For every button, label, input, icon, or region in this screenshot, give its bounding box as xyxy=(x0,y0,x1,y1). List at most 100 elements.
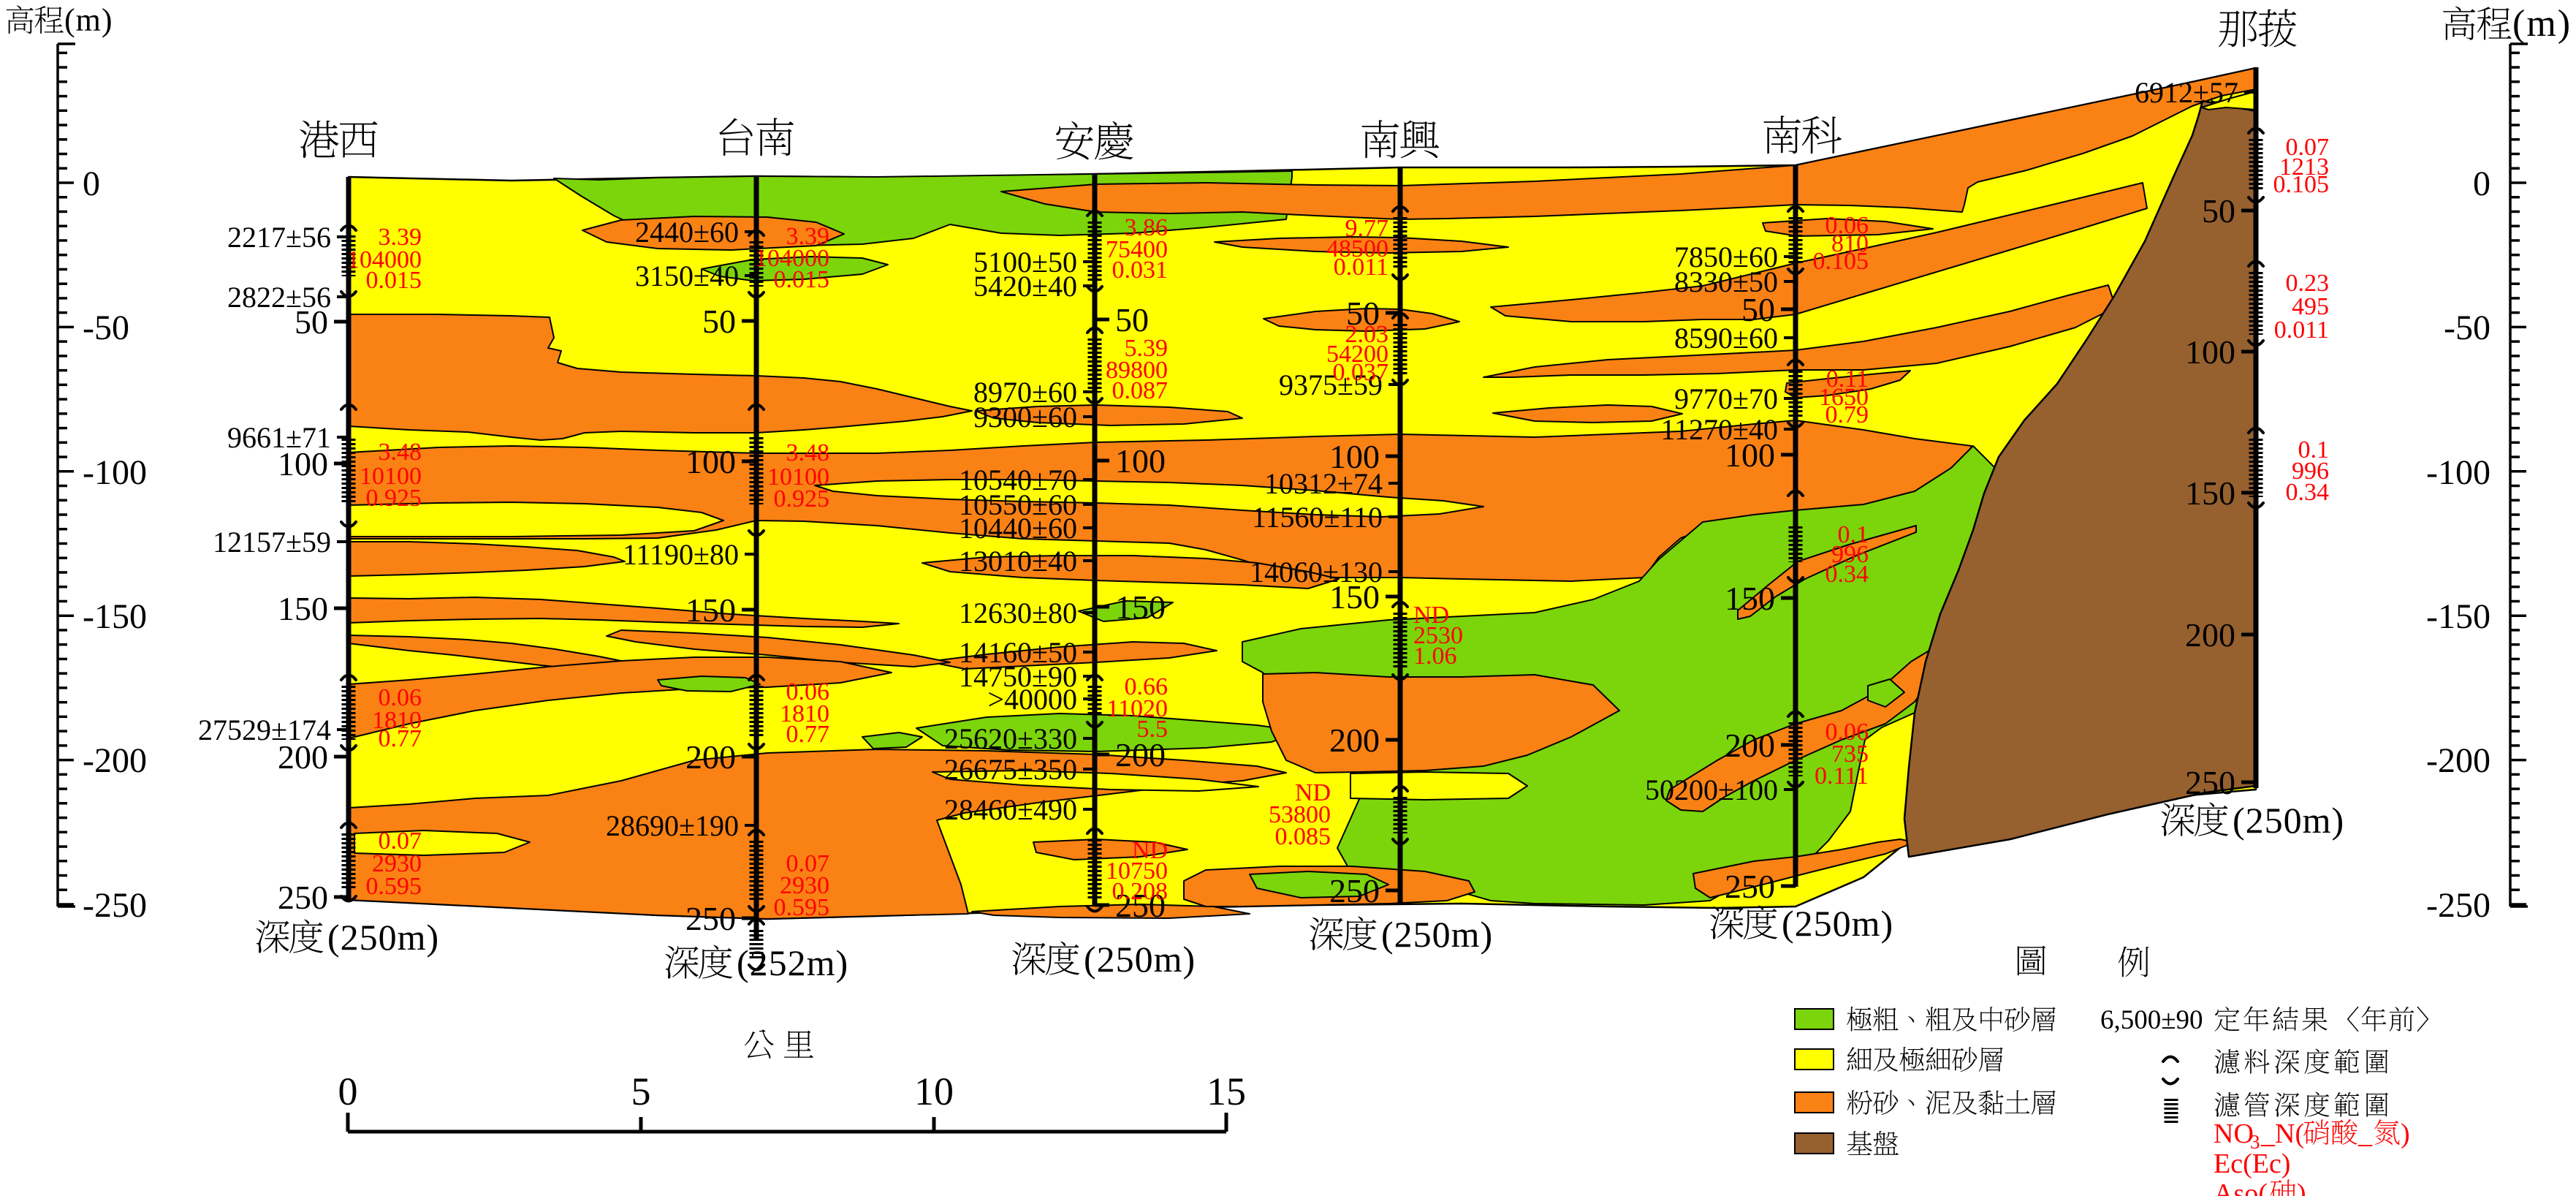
svg-text:200: 200 xyxy=(685,738,736,776)
svg-text:28690±190: 28690±190 xyxy=(606,809,739,842)
svg-text:89800: 89800 xyxy=(1106,357,1168,384)
svg-text:(252m): (252m) xyxy=(737,942,848,983)
svg-text:10100: 10100 xyxy=(767,463,829,491)
svg-text:12630±80: 12630±80 xyxy=(959,597,1077,629)
svg-text:0.79: 0.79 xyxy=(1825,401,1869,428)
svg-text:100: 100 xyxy=(1115,442,1166,480)
svg-text:3.39: 3.39 xyxy=(379,224,422,251)
svg-text:996: 996 xyxy=(1831,541,1869,568)
svg-text:0.208: 0.208 xyxy=(1112,878,1169,905)
svg-text:50: 50 xyxy=(2202,192,2235,230)
svg-text:10312±74: 10312±74 xyxy=(1264,467,1383,500)
svg-text:5.39: 5.39 xyxy=(1125,335,1169,362)
svg-text:3.86: 3.86 xyxy=(1125,214,1169,241)
svg-text:-200: -200 xyxy=(2426,741,2490,780)
svg-text:100: 100 xyxy=(2185,333,2235,371)
svg-text:100: 100 xyxy=(278,445,328,482)
svg-text:3150±40: 3150±40 xyxy=(635,260,739,292)
svg-text:NO: NO xyxy=(2214,1119,2254,1149)
svg-text:10100: 10100 xyxy=(360,463,422,490)
svg-text:150: 150 xyxy=(1115,588,1166,626)
svg-text:-100: -100 xyxy=(2426,453,2490,492)
svg-text:250: 250 xyxy=(1115,887,1166,924)
svg-text:0.015: 0.015 xyxy=(774,266,830,293)
svg-text:200: 200 xyxy=(2185,616,2235,654)
svg-text:0.66: 0.66 xyxy=(1125,673,1169,700)
svg-text:(250m): (250m) xyxy=(327,917,439,958)
svg-text:0.011: 0.011 xyxy=(2274,317,2329,344)
svg-text:1810: 1810 xyxy=(780,700,829,727)
svg-text:0.085: 0.085 xyxy=(1275,823,1331,850)
svg-text:1650: 1650 xyxy=(1819,384,1869,411)
svg-text:48500: 48500 xyxy=(1326,235,1388,262)
svg-text:5.5: 5.5 xyxy=(1137,716,1169,743)
svg-text:8970±60: 8970±60 xyxy=(973,376,1077,409)
svg-text:9661±71: 9661±71 xyxy=(227,421,331,454)
svg-text:3.39: 3.39 xyxy=(786,223,830,250)
svg-text:150: 150 xyxy=(1725,580,1775,617)
svg-text:2930: 2930 xyxy=(780,872,829,899)
svg-text:50200±100: 50200±100 xyxy=(1645,773,1778,806)
svg-text:2440±60: 2440±60 xyxy=(635,216,739,249)
svg-text:0.77: 0.77 xyxy=(379,725,422,752)
svg-text:0.595: 0.595 xyxy=(774,894,830,921)
svg-text:0.087: 0.087 xyxy=(1112,377,1169,404)
svg-text:): ) xyxy=(2297,1178,2306,1196)
svg-text:-50: -50 xyxy=(83,309,129,347)
svg-text:6912±57: 6912±57 xyxy=(2135,76,2238,109)
svg-text:2.03: 2.03 xyxy=(1345,321,1389,348)
svg-text:14750±90: 14750±90 xyxy=(959,660,1077,693)
svg-text:75400: 75400 xyxy=(1106,236,1168,263)
svg-text:5: 5 xyxy=(631,1070,651,1113)
svg-text:6,500±90: 6,500±90 xyxy=(2100,1005,2203,1035)
svg-text:9.77: 9.77 xyxy=(1345,215,1389,242)
svg-text:0.105: 0.105 xyxy=(2273,171,2330,198)
svg-text:28460±490: 28460±490 xyxy=(944,793,1077,826)
svg-text:26675±350: 26675±350 xyxy=(944,753,1077,786)
svg-text:0.07: 0.07 xyxy=(379,828,422,855)
svg-text:50: 50 xyxy=(1741,291,1775,328)
svg-text:11560±110: 11560±110 xyxy=(1252,501,1383,534)
svg-text:0.77: 0.77 xyxy=(786,721,830,748)
svg-text:0.925: 0.925 xyxy=(774,485,830,512)
svg-text:): ) xyxy=(2401,1119,2410,1149)
svg-text:3.48: 3.48 xyxy=(379,439,422,466)
svg-text:-150: -150 xyxy=(83,597,147,636)
svg-text:27529±174: 27529±174 xyxy=(198,714,331,746)
svg-text:810: 810 xyxy=(1831,230,1869,257)
svg-text:ND: ND xyxy=(1132,837,1168,864)
svg-text:10540±70: 10540±70 xyxy=(959,463,1077,496)
svg-text:50: 50 xyxy=(702,303,736,340)
svg-text:250: 250 xyxy=(1329,872,1380,909)
svg-text:200: 200 xyxy=(278,738,328,776)
svg-text:(250m): (250m) xyxy=(1782,903,1893,944)
svg-text:15: 15 xyxy=(1207,1070,1246,1113)
svg-text:0.595: 0.595 xyxy=(366,873,422,900)
svg-text:(250m): (250m) xyxy=(2233,800,2344,841)
svg-text:0: 0 xyxy=(2473,164,2490,203)
svg-text:150: 150 xyxy=(2185,474,2235,512)
svg-text:50: 50 xyxy=(1115,301,1149,338)
svg-text:200: 200 xyxy=(1329,722,1380,759)
svg-text:_: _ xyxy=(2357,1119,2373,1149)
svg-text:200: 200 xyxy=(1115,736,1166,773)
svg-text:5420±40: 5420±40 xyxy=(973,270,1077,303)
svg-text:0.031: 0.031 xyxy=(1112,257,1169,284)
svg-text:2930: 2930 xyxy=(372,850,422,877)
svg-text:0.037: 0.037 xyxy=(1333,359,1389,386)
svg-text:1.06: 1.06 xyxy=(1413,643,1457,670)
svg-text:0.011: 0.011 xyxy=(1334,254,1388,281)
svg-text:14060±130: 14060±130 xyxy=(1250,556,1383,588)
svg-text:9375±59: 9375±59 xyxy=(1279,368,1383,401)
svg-text:150: 150 xyxy=(685,591,736,629)
svg-text:11270±40: 11270±40 xyxy=(1661,413,1778,446)
svg-text:9300±60: 9300±60 xyxy=(973,401,1077,434)
svg-text:14160±50: 14160±50 xyxy=(959,636,1077,669)
svg-text:-250: -250 xyxy=(83,886,147,925)
svg-text:100: 100 xyxy=(685,443,736,480)
svg-text:(250m): (250m) xyxy=(1381,914,1493,955)
svg-text:13010±40: 13010±40 xyxy=(959,545,1077,578)
svg-text:(250m): (250m) xyxy=(1084,939,1196,980)
svg-text:1213: 1213 xyxy=(2279,154,2329,181)
svg-text:2217±56: 2217±56 xyxy=(227,221,331,254)
